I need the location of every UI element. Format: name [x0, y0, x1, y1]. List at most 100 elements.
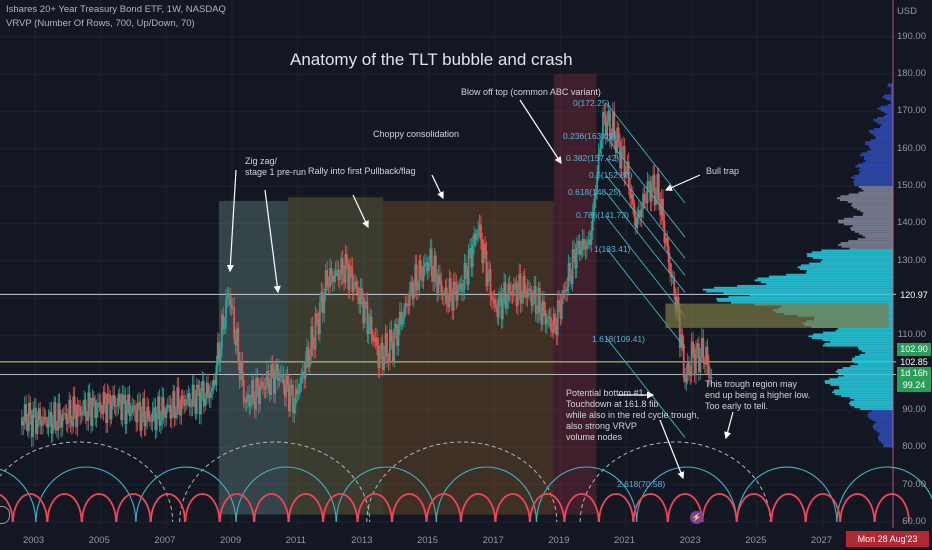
- cycle-arc-teal: [135, 466, 237, 523]
- candle-body: [26, 423, 29, 432]
- candle-body: [352, 284, 355, 293]
- volume-bar: [863, 212, 893, 215]
- candle-body: [371, 334, 374, 341]
- candle-body: [272, 371, 275, 395]
- candle-body: [187, 393, 190, 400]
- x-tick-label: 2007: [154, 535, 176, 546]
- volume-bar: [870, 148, 893, 151]
- cycle-arc-red: [770, 493, 807, 523]
- volume-bar: [863, 161, 893, 164]
- candle-body: [489, 269, 492, 297]
- candle-body: [35, 408, 37, 435]
- fib-label: 2.618(70.58): [617, 479, 666, 489]
- volume-bar: [872, 426, 893, 429]
- candle-body: [448, 278, 451, 308]
- candle-body: [366, 301, 369, 335]
- candle-body: [143, 398, 146, 427]
- candle-body: [684, 377, 686, 383]
- candle-body: [475, 235, 478, 240]
- annotation-arrow: [659, 419, 685, 480]
- candle-body: [470, 247, 473, 268]
- candle-body: [508, 284, 511, 292]
- cycle-arc-red: [150, 493, 186, 523]
- candle-body: [369, 316, 372, 324]
- volume-bar: [854, 182, 893, 185]
- candle-body: [274, 369, 277, 395]
- volume-bar: [849, 396, 893, 399]
- candle-body: [125, 405, 128, 424]
- candle-body: [614, 139, 617, 154]
- candle-body: [292, 384, 294, 413]
- lightning-icon[interactable]: ⚡: [690, 511, 703, 524]
- candle-body: [574, 253, 577, 269]
- candle-body: [650, 184, 653, 202]
- volume-bar: [858, 172, 893, 175]
- fib-label: 0.786(141.73): [576, 210, 629, 220]
- candle-body: [669, 262, 671, 273]
- volume-bar: [841, 395, 893, 397]
- candle-body: [649, 181, 652, 202]
- candle-body: [361, 288, 363, 299]
- candle-body: [636, 216, 639, 229]
- candle-body: [65, 414, 68, 425]
- cycle-arc-teal: [535, 466, 638, 523]
- cycle-arc-teal: [35, 466, 137, 523]
- candle-body: [398, 311, 401, 327]
- candle-body: [166, 405, 169, 409]
- volume-bar: [854, 406, 893, 409]
- volume-bar: [850, 365, 893, 368]
- candle-body: [477, 230, 480, 236]
- candle-body: [263, 387, 266, 390]
- volume-bar: [852, 202, 893, 205]
- fib-line: [605, 175, 686, 276]
- candle-body: [60, 418, 62, 428]
- candle-body: [42, 416, 44, 425]
- candle-body: [611, 111, 614, 136]
- candle-body: [419, 260, 422, 275]
- candle-body: [652, 174, 655, 185]
- phase-box: [287, 197, 383, 515]
- fib-label: 1(133.41): [594, 244, 631, 254]
- cycle-arc-red: [322, 493, 359, 523]
- candle-body: [455, 284, 458, 301]
- x-tick-label: 2003: [23, 535, 45, 546]
- candle-body: [521, 297, 523, 304]
- candle-body: [396, 324, 398, 346]
- candle-body: [351, 267, 354, 293]
- candle-body: [219, 348, 222, 363]
- cycle-arc-red: [529, 493, 566, 523]
- candle-body: [158, 396, 161, 426]
- volume-bar: [883, 443, 893, 446]
- y-tick-label: 90.00: [902, 404, 926, 415]
- candle-body: [329, 268, 331, 288]
- candle-body: [296, 388, 299, 395]
- candle-body: [345, 254, 348, 264]
- candle-body: [436, 276, 439, 294]
- candle-body: [666, 237, 669, 246]
- volume-bar: [797, 266, 893, 269]
- volume-bar: [878, 434, 893, 437]
- cycle-arc-teal: [0, 468, 37, 523]
- candle-body: [173, 391, 176, 418]
- candle-body: [233, 307, 236, 339]
- volume-bar: [857, 363, 893, 366]
- volume-bar: [859, 167, 893, 170]
- candle-body: [237, 328, 240, 361]
- candle-body: [456, 289, 459, 301]
- candle-body: [580, 249, 582, 255]
- annotation-arrow: [352, 194, 369, 229]
- candle-body: [400, 311, 403, 325]
- price-tag: 99.24: [897, 379, 931, 392]
- candle-body: [433, 255, 436, 282]
- candle-body: [138, 402, 140, 405]
- candle-body: [481, 239, 484, 264]
- candle-body: [643, 193, 646, 201]
- currency-label: USD: [896, 6, 917, 17]
- candle-body: [367, 323, 370, 335]
- volume-bar: [884, 94, 893, 97]
- candle-body: [411, 281, 414, 300]
- candle-body: [381, 343, 384, 370]
- candle-body: [578, 240, 581, 255]
- volume-bar: [806, 253, 893, 256]
